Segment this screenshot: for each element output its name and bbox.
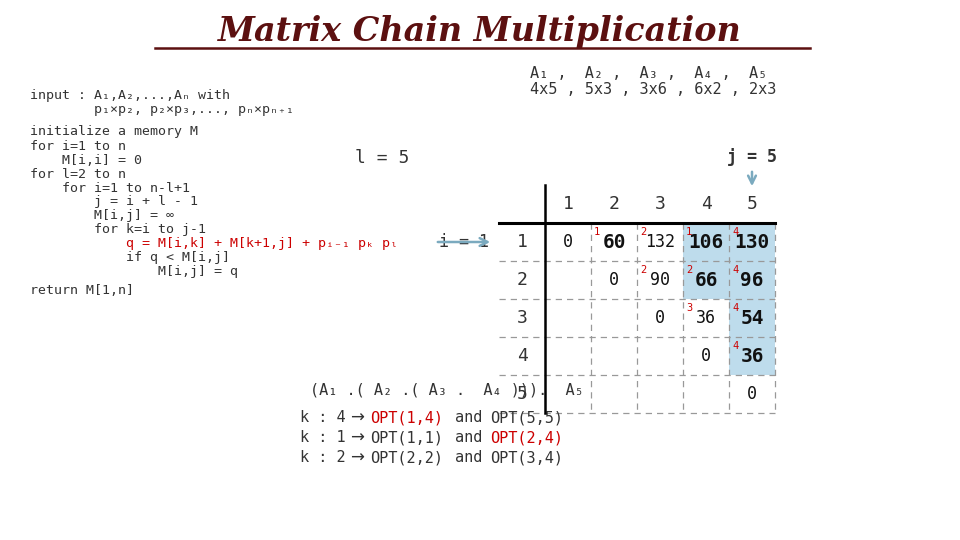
- Text: q = M[i,k] + M[k+1,j] + pᵢ₋₁ pₖ pₗ: q = M[i,k] + M[k+1,j] + pᵢ₋₁ pₖ pₗ: [30, 238, 398, 251]
- Bar: [729, 337, 775, 375]
- Text: input : A₁,A₂,...,Aₙ with: input : A₁,A₂,...,Aₙ with: [30, 90, 230, 103]
- Text: OPT(1,1): OPT(1,1): [370, 430, 443, 445]
- Bar: [683, 261, 729, 299]
- Text: 1: 1: [594, 227, 600, 237]
- Text: for i=1 to n: for i=1 to n: [30, 139, 126, 152]
- Text: 2: 2: [516, 271, 527, 289]
- Text: →: →: [350, 429, 364, 447]
- Text: for i=1 to n-l+1: for i=1 to n-l+1: [30, 181, 190, 194]
- Text: 132: 132: [645, 233, 675, 251]
- Text: 2: 2: [686, 265, 692, 275]
- Text: OPT(2,2): OPT(2,2): [370, 450, 443, 465]
- Text: 0: 0: [747, 385, 757, 403]
- Text: k : 2: k : 2: [300, 450, 346, 465]
- Text: M[i,i] = 0: M[i,i] = 0: [30, 153, 142, 166]
- Text: j = i + l - 1: j = i + l - 1: [30, 195, 198, 208]
- Text: 90: 90: [650, 271, 670, 289]
- Text: (A₁ .( A₂ .( A₃ .  A₄ ))).  A₅: (A₁ .( A₂ .( A₃ . A₄ ))). A₅: [310, 382, 584, 397]
- Text: for k=i to j-1: for k=i to j-1: [30, 224, 206, 237]
- Text: M[i,j] = ∞: M[i,j] = ∞: [30, 210, 174, 222]
- Text: 1: 1: [686, 227, 692, 237]
- Text: return M[1,n]: return M[1,n]: [30, 284, 134, 296]
- Text: 4x5 , 5x3 , 3x6 , 6x2 , 2x3: 4x5 , 5x3 , 3x6 , 6x2 , 2x3: [530, 83, 777, 98]
- Text: 3: 3: [516, 309, 527, 327]
- Text: 0: 0: [563, 233, 573, 251]
- Text: OPT(2,4): OPT(2,4): [490, 430, 563, 445]
- Text: →: →: [350, 409, 364, 427]
- Text: 0: 0: [655, 309, 665, 327]
- Text: →: →: [350, 449, 364, 467]
- Text: initialize a memory M: initialize a memory M: [30, 125, 198, 138]
- Text: 1: 1: [563, 195, 573, 213]
- Text: 106: 106: [688, 233, 724, 252]
- Text: 1: 1: [516, 233, 527, 251]
- Text: M[i,j] = q: M[i,j] = q: [30, 266, 238, 279]
- Bar: [729, 223, 775, 261]
- Text: 3: 3: [655, 195, 665, 213]
- Text: l = 5: l = 5: [355, 149, 409, 167]
- Text: 130: 130: [734, 233, 770, 252]
- Text: and: and: [455, 450, 482, 465]
- Text: OPT(3,4): OPT(3,4): [490, 450, 563, 465]
- Text: 5: 5: [747, 195, 757, 213]
- Text: and: and: [455, 410, 482, 426]
- Text: 0: 0: [609, 271, 619, 289]
- Text: OPT(5,5): OPT(5,5): [490, 410, 563, 426]
- Text: 2: 2: [640, 265, 646, 275]
- Bar: [683, 223, 729, 261]
- Text: i = 1: i = 1: [439, 233, 489, 251]
- Text: and: and: [455, 430, 482, 445]
- Text: 60: 60: [602, 233, 626, 252]
- Text: k : 4: k : 4: [300, 410, 346, 426]
- Text: 4: 4: [701, 195, 711, 213]
- Text: 54: 54: [740, 308, 764, 327]
- Text: 96: 96: [740, 271, 764, 289]
- Text: 4: 4: [732, 265, 738, 275]
- Text: OPT(1,4): OPT(1,4): [370, 410, 443, 426]
- Text: 2: 2: [609, 195, 619, 213]
- Text: 5: 5: [516, 385, 527, 403]
- Text: p₁×p₂, p₂×p₃,..., pₙ×pₙ₊₁: p₁×p₂, p₂×p₃,..., pₙ×pₙ₊₁: [30, 104, 294, 117]
- Text: k : 1: k : 1: [300, 430, 346, 445]
- Text: if q < M[i,j]: if q < M[i,j]: [30, 252, 230, 265]
- Text: 3: 3: [686, 303, 692, 313]
- Text: 4: 4: [516, 347, 527, 365]
- Text: 4: 4: [732, 227, 738, 237]
- Text: 4: 4: [732, 303, 738, 313]
- Text: 66: 66: [694, 271, 718, 289]
- Text: A₁ ,  A₂ ,  A₃ ,  A₄ ,  A₅: A₁ , A₂ , A₃ , A₄ , A₅: [530, 66, 767, 82]
- Text: Matrix Chain Multiplication: Matrix Chain Multiplication: [218, 16, 742, 49]
- Bar: [729, 299, 775, 337]
- Text: 4: 4: [732, 341, 738, 351]
- Text: for l=2 to n: for l=2 to n: [30, 167, 126, 180]
- Text: 36: 36: [740, 347, 764, 366]
- Text: 2: 2: [640, 227, 646, 237]
- Text: j = 5: j = 5: [727, 148, 777, 166]
- Text: 0: 0: [701, 347, 711, 365]
- Bar: [729, 261, 775, 299]
- Text: 36: 36: [696, 309, 716, 327]
